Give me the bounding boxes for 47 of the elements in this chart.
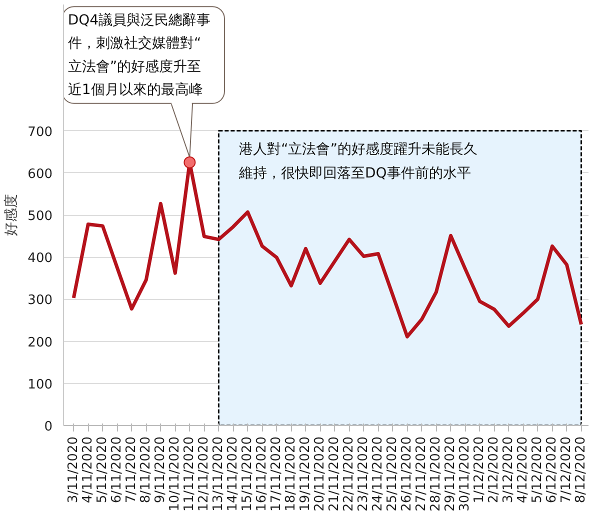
y-tick-label: 300 xyxy=(28,293,53,308)
y-tick-label: 500 xyxy=(28,209,53,224)
y-axis-title: 好感度 xyxy=(4,194,20,236)
x-tick-label: 7/12/2020 xyxy=(559,436,574,504)
x-tick-label: 20/11/2020 xyxy=(312,436,328,512)
x-tick-label: 15/11/2020 xyxy=(240,436,256,512)
x-tick-label: 6/11/2020 xyxy=(110,436,125,504)
x-tick-label: 8/12/2020 xyxy=(574,436,589,504)
x-tick-label: 28/11/2020 xyxy=(428,436,444,512)
y-tick-label: 200 xyxy=(28,335,53,350)
x-tick-label: 13/11/2020 xyxy=(211,436,226,512)
x-tick-label: 17/11/2020 xyxy=(269,436,284,512)
x-tick-label: 3/12/2020 xyxy=(501,436,516,504)
x-tick-label: 14/11/2020 xyxy=(226,436,241,512)
x-tick-label: 27/11/2020 xyxy=(414,436,430,512)
x-tick-label: 30/11/2020 xyxy=(458,436,473,512)
x-tick-label: 3/11/2020 xyxy=(66,436,82,504)
y-tick-label: 100 xyxy=(28,377,53,392)
x-tick-label: 12/11/2020 xyxy=(196,436,212,512)
x-tick-label: 18/11/2020 xyxy=(284,436,299,512)
x-tick-label: 9/11/2020 xyxy=(153,436,168,504)
x-tick-label: 29/11/2020 xyxy=(443,436,458,512)
y-tick-label: 400 xyxy=(28,251,53,266)
y-tick-label: 700 xyxy=(28,124,53,140)
x-tick-label: 25/11/2020 xyxy=(385,436,400,512)
x-tick-label: 23/11/2020 xyxy=(356,436,372,512)
x-tick-label: 22/11/2020 xyxy=(342,436,357,512)
x-tick-label: 2/12/2020 xyxy=(486,436,502,504)
x-tick-label: 4/11/2020 xyxy=(80,436,96,504)
x-tick-label: 8/11/2020 xyxy=(138,436,154,504)
x-tick-label: 5/11/2020 xyxy=(95,436,110,504)
x-tick-label: 19/11/2020 xyxy=(298,436,314,512)
y-tick-label: 600 xyxy=(28,166,53,182)
x-tick-label: 11/11/2020 xyxy=(182,436,198,512)
x-tick-label: 5/12/2020 xyxy=(530,436,546,504)
x-tick-label: 10/11/2020 xyxy=(168,436,183,512)
x-tick-label: 24/11/2020 xyxy=(370,436,386,512)
x-tick-label: 7/11/2020 xyxy=(124,436,140,504)
y-tick-label: 0 xyxy=(44,420,53,434)
x-tick-label: 1/12/2020 xyxy=(472,436,488,504)
x-tick-label: 16/11/2020 xyxy=(254,436,270,512)
x-tick-label: 6/12/2020 xyxy=(544,436,560,504)
band-label: 港人對“立法會”的好感度躍升未能長久維持，很快即回落至DQ事件前的水平 xyxy=(238,141,478,182)
x-tick-label: 26/11/2020 xyxy=(400,436,415,512)
x-tick-label: 4/12/2020 xyxy=(516,436,531,504)
x-tick-label: 21/11/2020 xyxy=(327,436,342,512)
annotation: DQ4議員與泛民總辭事件，刺激社交媒體對“立法會”的好感度升至近1個月以來的最高峰 xyxy=(68,12,211,98)
